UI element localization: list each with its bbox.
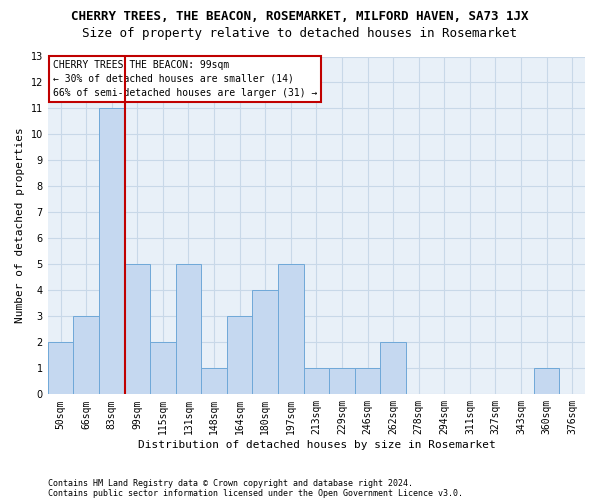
X-axis label: Distribution of detached houses by size in Rosemarket: Distribution of detached houses by size … <box>137 440 495 450</box>
Bar <box>355 368 380 394</box>
Text: Contains public sector information licensed under the Open Government Licence v3: Contains public sector information licen… <box>48 488 463 498</box>
Bar <box>534 368 559 394</box>
Bar <box>201 368 227 394</box>
Bar <box>329 368 355 394</box>
Bar <box>150 342 176 394</box>
Bar <box>99 108 125 395</box>
Bar <box>125 264 150 394</box>
Bar <box>253 290 278 395</box>
Y-axis label: Number of detached properties: Number of detached properties <box>15 128 25 324</box>
Bar <box>380 342 406 394</box>
Text: CHERRY TREES THE BEACON: 99sqm
← 30% of detached houses are smaller (14)
66% of : CHERRY TREES THE BEACON: 99sqm ← 30% of … <box>53 60 317 98</box>
Bar <box>48 342 73 394</box>
Bar <box>304 368 329 394</box>
Bar <box>227 316 253 394</box>
Text: Contains HM Land Registry data © Crown copyright and database right 2024.: Contains HM Land Registry data © Crown c… <box>48 478 413 488</box>
Bar <box>176 264 201 394</box>
Text: CHERRY TREES, THE BEACON, ROSEMARKET, MILFORD HAVEN, SA73 1JX: CHERRY TREES, THE BEACON, ROSEMARKET, MI… <box>71 10 529 23</box>
Text: Size of property relative to detached houses in Rosemarket: Size of property relative to detached ho… <box>83 28 517 40</box>
Bar <box>73 316 99 394</box>
Bar <box>278 264 304 394</box>
